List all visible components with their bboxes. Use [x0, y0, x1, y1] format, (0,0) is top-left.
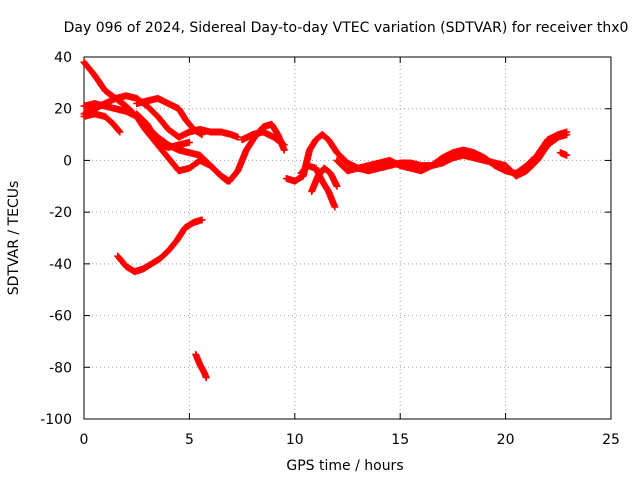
series-track-10	[297, 162, 339, 211]
grid-lines	[84, 57, 611, 419]
series-track-13	[556, 149, 571, 159]
data-point	[280, 141, 288, 149]
data-point	[563, 151, 571, 159]
x-tick-label: 15	[391, 432, 409, 448]
x-axis-label: GPS time / hours	[286, 458, 403, 474]
series-track-12	[333, 128, 571, 177]
x-tick-label: 25	[602, 432, 620, 448]
y-tick-label: 20	[54, 102, 72, 118]
y-tick-label: 0	[63, 153, 72, 169]
x-tick-label: 0	[80, 432, 89, 448]
y-tick-label: 40	[54, 50, 72, 66]
x-tick-label: 20	[497, 432, 515, 448]
y-tick-label: -20	[49, 205, 72, 221]
data-point	[331, 203, 339, 211]
data-point	[333, 182, 341, 190]
series-track-14	[114, 216, 206, 276]
series-track-4	[80, 92, 242, 141]
series-track-6	[133, 110, 193, 151]
data-point-interp	[115, 127, 123, 135]
data-point	[563, 128, 571, 136]
data-point	[198, 216, 206, 224]
plot-area-frame	[83, 56, 612, 420]
series-track-8	[238, 128, 288, 149]
series-track-5	[133, 94, 206, 139]
data-point-interp	[279, 140, 287, 148]
y-tick-label: -80	[49, 360, 72, 376]
y-tick-label: -100	[40, 412, 72, 428]
x-tick-label: 5	[185, 432, 194, 448]
y-tick-label: -60	[49, 309, 72, 325]
data-point	[234, 133, 242, 141]
data-points	[80, 58, 571, 382]
y-axis-label: SDTVAR / TECUs	[6, 181, 22, 296]
series-track-9	[282, 131, 571, 185]
data-point	[202, 374, 210, 382]
data-point	[198, 131, 206, 139]
y-tick-labels: -100 -80 -60 -40 -20 0 20 40	[40, 50, 72, 428]
axis-ticks	[83, 56, 612, 420]
y-tick-label: -40	[49, 257, 72, 273]
series-track-11	[308, 164, 341, 195]
data-point	[185, 138, 193, 146]
chart-title: Day 096 of 2024, Sidereal Day-to-day VTE…	[64, 20, 629, 36]
x-tick-label: 10	[286, 432, 304, 448]
x-tick-labels: 0 5 10 15 20 25	[80, 432, 620, 448]
series-track-15	[192, 350, 210, 382]
data-point	[116, 128, 124, 136]
